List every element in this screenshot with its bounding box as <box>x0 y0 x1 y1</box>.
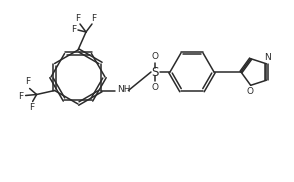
Text: F: F <box>29 104 34 112</box>
Text: NH: NH <box>117 85 131 94</box>
Text: S: S <box>151 66 159 78</box>
Text: N: N <box>264 53 271 62</box>
Text: O: O <box>246 87 253 96</box>
Text: F: F <box>71 25 76 35</box>
Text: F: F <box>91 14 96 23</box>
Text: F: F <box>25 78 30 86</box>
Text: F: F <box>19 92 24 101</box>
Text: O: O <box>151 52 158 61</box>
Text: F: F <box>76 14 81 23</box>
Text: O: O <box>151 83 158 92</box>
